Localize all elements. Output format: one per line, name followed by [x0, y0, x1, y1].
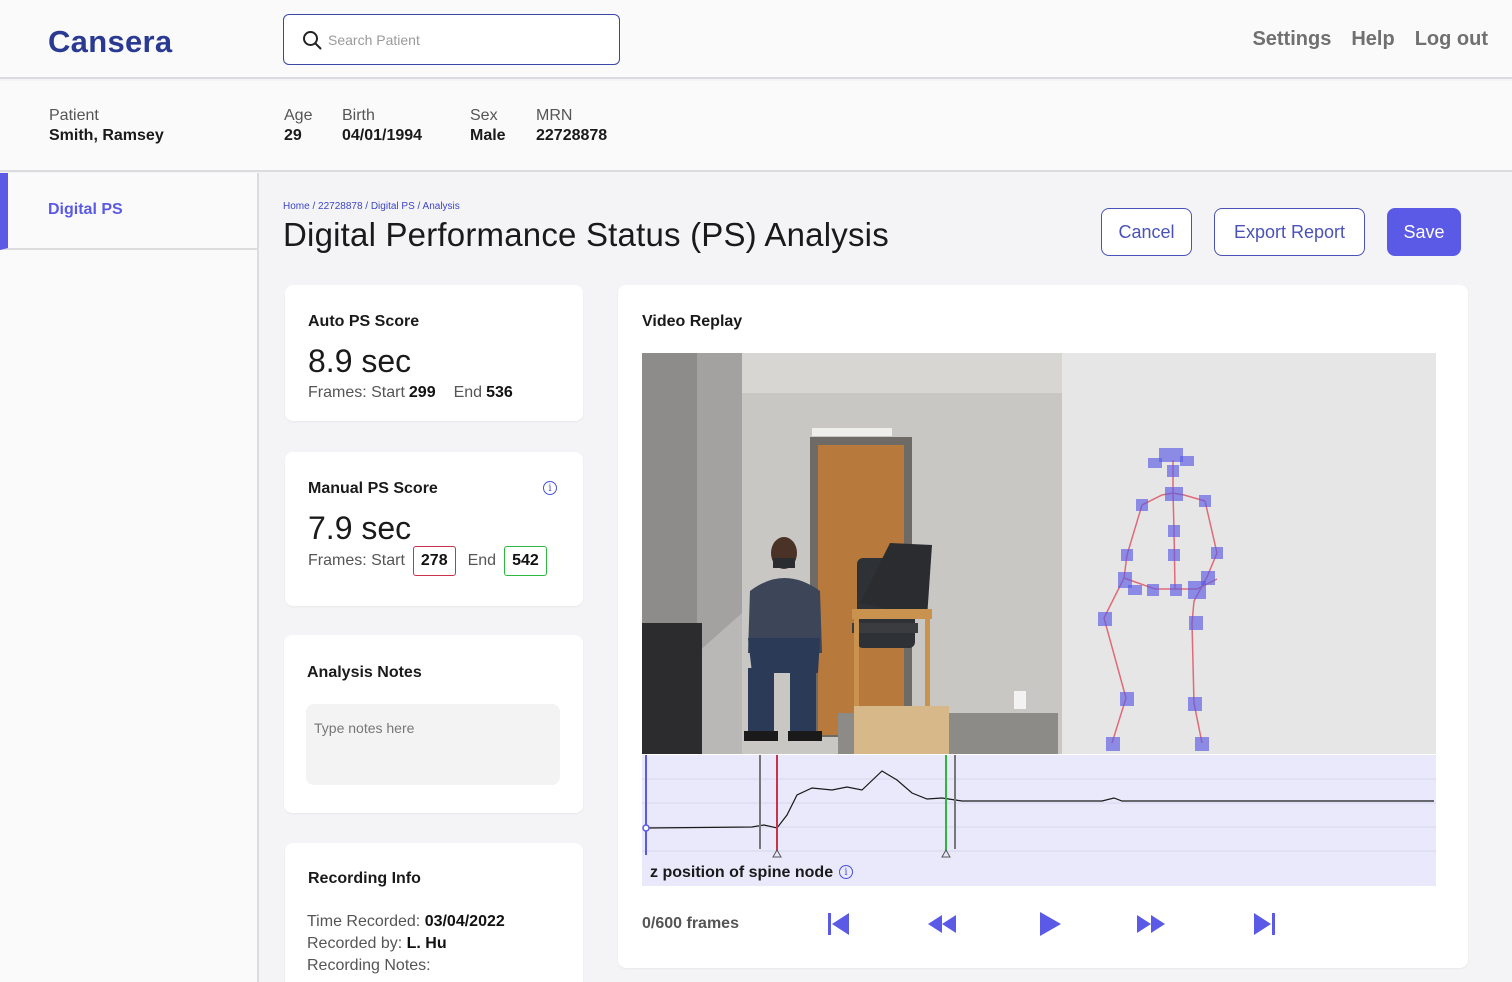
app-logo[interactable]: Cansera [48, 24, 173, 59]
recorded-by-label: Recorded by: [307, 935, 403, 952]
patient-info-bar: Patient Smith, Ramsey Age 29 Birth 04/01… [0, 81, 1512, 172]
save-button[interactable]: Save [1387, 208, 1461, 256]
time-recorded-label: Time Recorded: [307, 913, 421, 930]
recorded-by-value: L. Hu [406, 935, 447, 952]
auto-ps-frames: Frames: Start 299 End 536 [308, 384, 513, 402]
analysis-notes-card: Analysis Notes [284, 635, 583, 813]
cancel-button[interactable]: Cancel [1101, 208, 1192, 256]
auto-ps-card: Auto PS Score 8.9 sec Frames: Start 299 … [285, 285, 583, 421]
frames-end-label: End [467, 552, 497, 569]
recording-notes-label: Recording Notes: [307, 957, 431, 974]
patient-sex-field: Sex Male [470, 107, 506, 145]
auto-ps-end: 536 [486, 384, 513, 401]
search-input[interactable] [328, 27, 608, 53]
help-link[interactable]: Help [1351, 28, 1395, 50]
frames-start-label: Frames: Start [308, 552, 405, 569]
search-box[interactable] [283, 14, 620, 65]
time-recorded-value: 03/04/2022 [424, 913, 505, 930]
sex-value: Male [470, 127, 506, 144]
play-icon[interactable] [1036, 910, 1064, 938]
patient-mrn-field: MRN 22728878 [536, 107, 607, 145]
analysis-notes-title: Analysis Notes [307, 664, 422, 681]
age-value: 29 [284, 127, 302, 144]
breadcrumb[interactable]: Home / 22728878 / Digital PS / Analysis [283, 201, 460, 212]
top-bar: Cansera Settings Help Log out [0, 0, 1512, 79]
frame-counter: 0/600 frames [642, 915, 739, 932]
sidebar: Digital PS [0, 173, 259, 982]
export-report-button[interactable]: Export Report [1214, 208, 1365, 256]
video-frame-image [642, 353, 1436, 754]
manual-ps-value: 7.9 sec [308, 510, 412, 546]
manual-ps-frames: Frames: Start 278 End 542 [308, 546, 547, 576]
recorded-by: Recorded by: L. Hu [307, 935, 447, 953]
logout-link[interactable]: Log out [1414, 28, 1488, 50]
video-player[interactable] [642, 353, 1436, 754]
skip-back-icon[interactable] [825, 910, 853, 938]
mrn-value: 22728878 [536, 127, 608, 144]
manual-end-frame-input[interactable]: 542 [504, 546, 547, 576]
birth-label: Birth [342, 107, 375, 124]
settings-link[interactable]: Settings [1252, 28, 1332, 50]
mrn-label: MRN [536, 107, 573, 124]
auto-ps-title: Auto PS Score [308, 313, 420, 330]
skip-forward-icon[interactable] [1250, 910, 1278, 938]
top-nav: Settings Help Log out [1252, 28, 1488, 51]
sidebar-item-label: Digital PS [48, 201, 123, 218]
page-title: Digital Performance Status (PS) Analysis [283, 216, 889, 253]
search-icon [303, 31, 322, 50]
time-recorded: Time Recorded: 03/04/2022 [307, 913, 505, 931]
info-icon[interactable]: i [839, 865, 853, 879]
info-icon[interactable]: i [543, 481, 557, 495]
frames-start-label: Frames: Start [308, 384, 405, 401]
patient-age-field: Age 29 [284, 107, 312, 145]
spine-z-plot[interactable]: z position of spine node i [642, 755, 1436, 886]
manual-ps-card: Manual PS Score i 7.9 sec Frames: Start … [285, 452, 583, 606]
auto-ps-start: 299 [408, 384, 436, 401]
patient-birth-field: Birth 04/01/1994 [342, 107, 422, 145]
frames-end-label: End [453, 384, 483, 401]
sex-label: Sex [470, 107, 498, 124]
patient-label: Patient [49, 107, 99, 124]
fast-forward-icon[interactable] [1135, 910, 1167, 938]
auto-ps-value: 8.9 sec [308, 343, 412, 379]
age-label: Age [284, 107, 313, 124]
sidebar-item-digital-ps[interactable]: Digital PS [0, 173, 257, 250]
plot-label: z position of spine node [650, 864, 834, 881]
spine-z-line-chart [642, 755, 1436, 858]
recording-info-card: Recording Info Time Recorded: 03/04/2022… [285, 843, 583, 982]
manual-start-frame-input[interactable]: 278 [412, 546, 456, 576]
analysis-notes-input[interactable] [306, 704, 560, 785]
manual-ps-title: Manual PS Score [308, 480, 438, 497]
video-replay-title: Video Replay [642, 313, 743, 330]
patient-name: Smith, Ramsey [49, 127, 164, 144]
rewind-icon[interactable] [926, 910, 958, 938]
recording-info-title: Recording Info [308, 870, 421, 887]
patient-name-field: Patient Smith, Ramsey [49, 107, 164, 145]
birth-value: 04/01/1994 [342, 127, 423, 144]
